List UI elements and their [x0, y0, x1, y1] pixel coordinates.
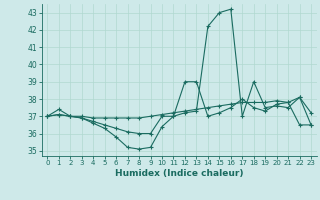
- X-axis label: Humidex (Indice chaleur): Humidex (Indice chaleur): [115, 169, 244, 178]
